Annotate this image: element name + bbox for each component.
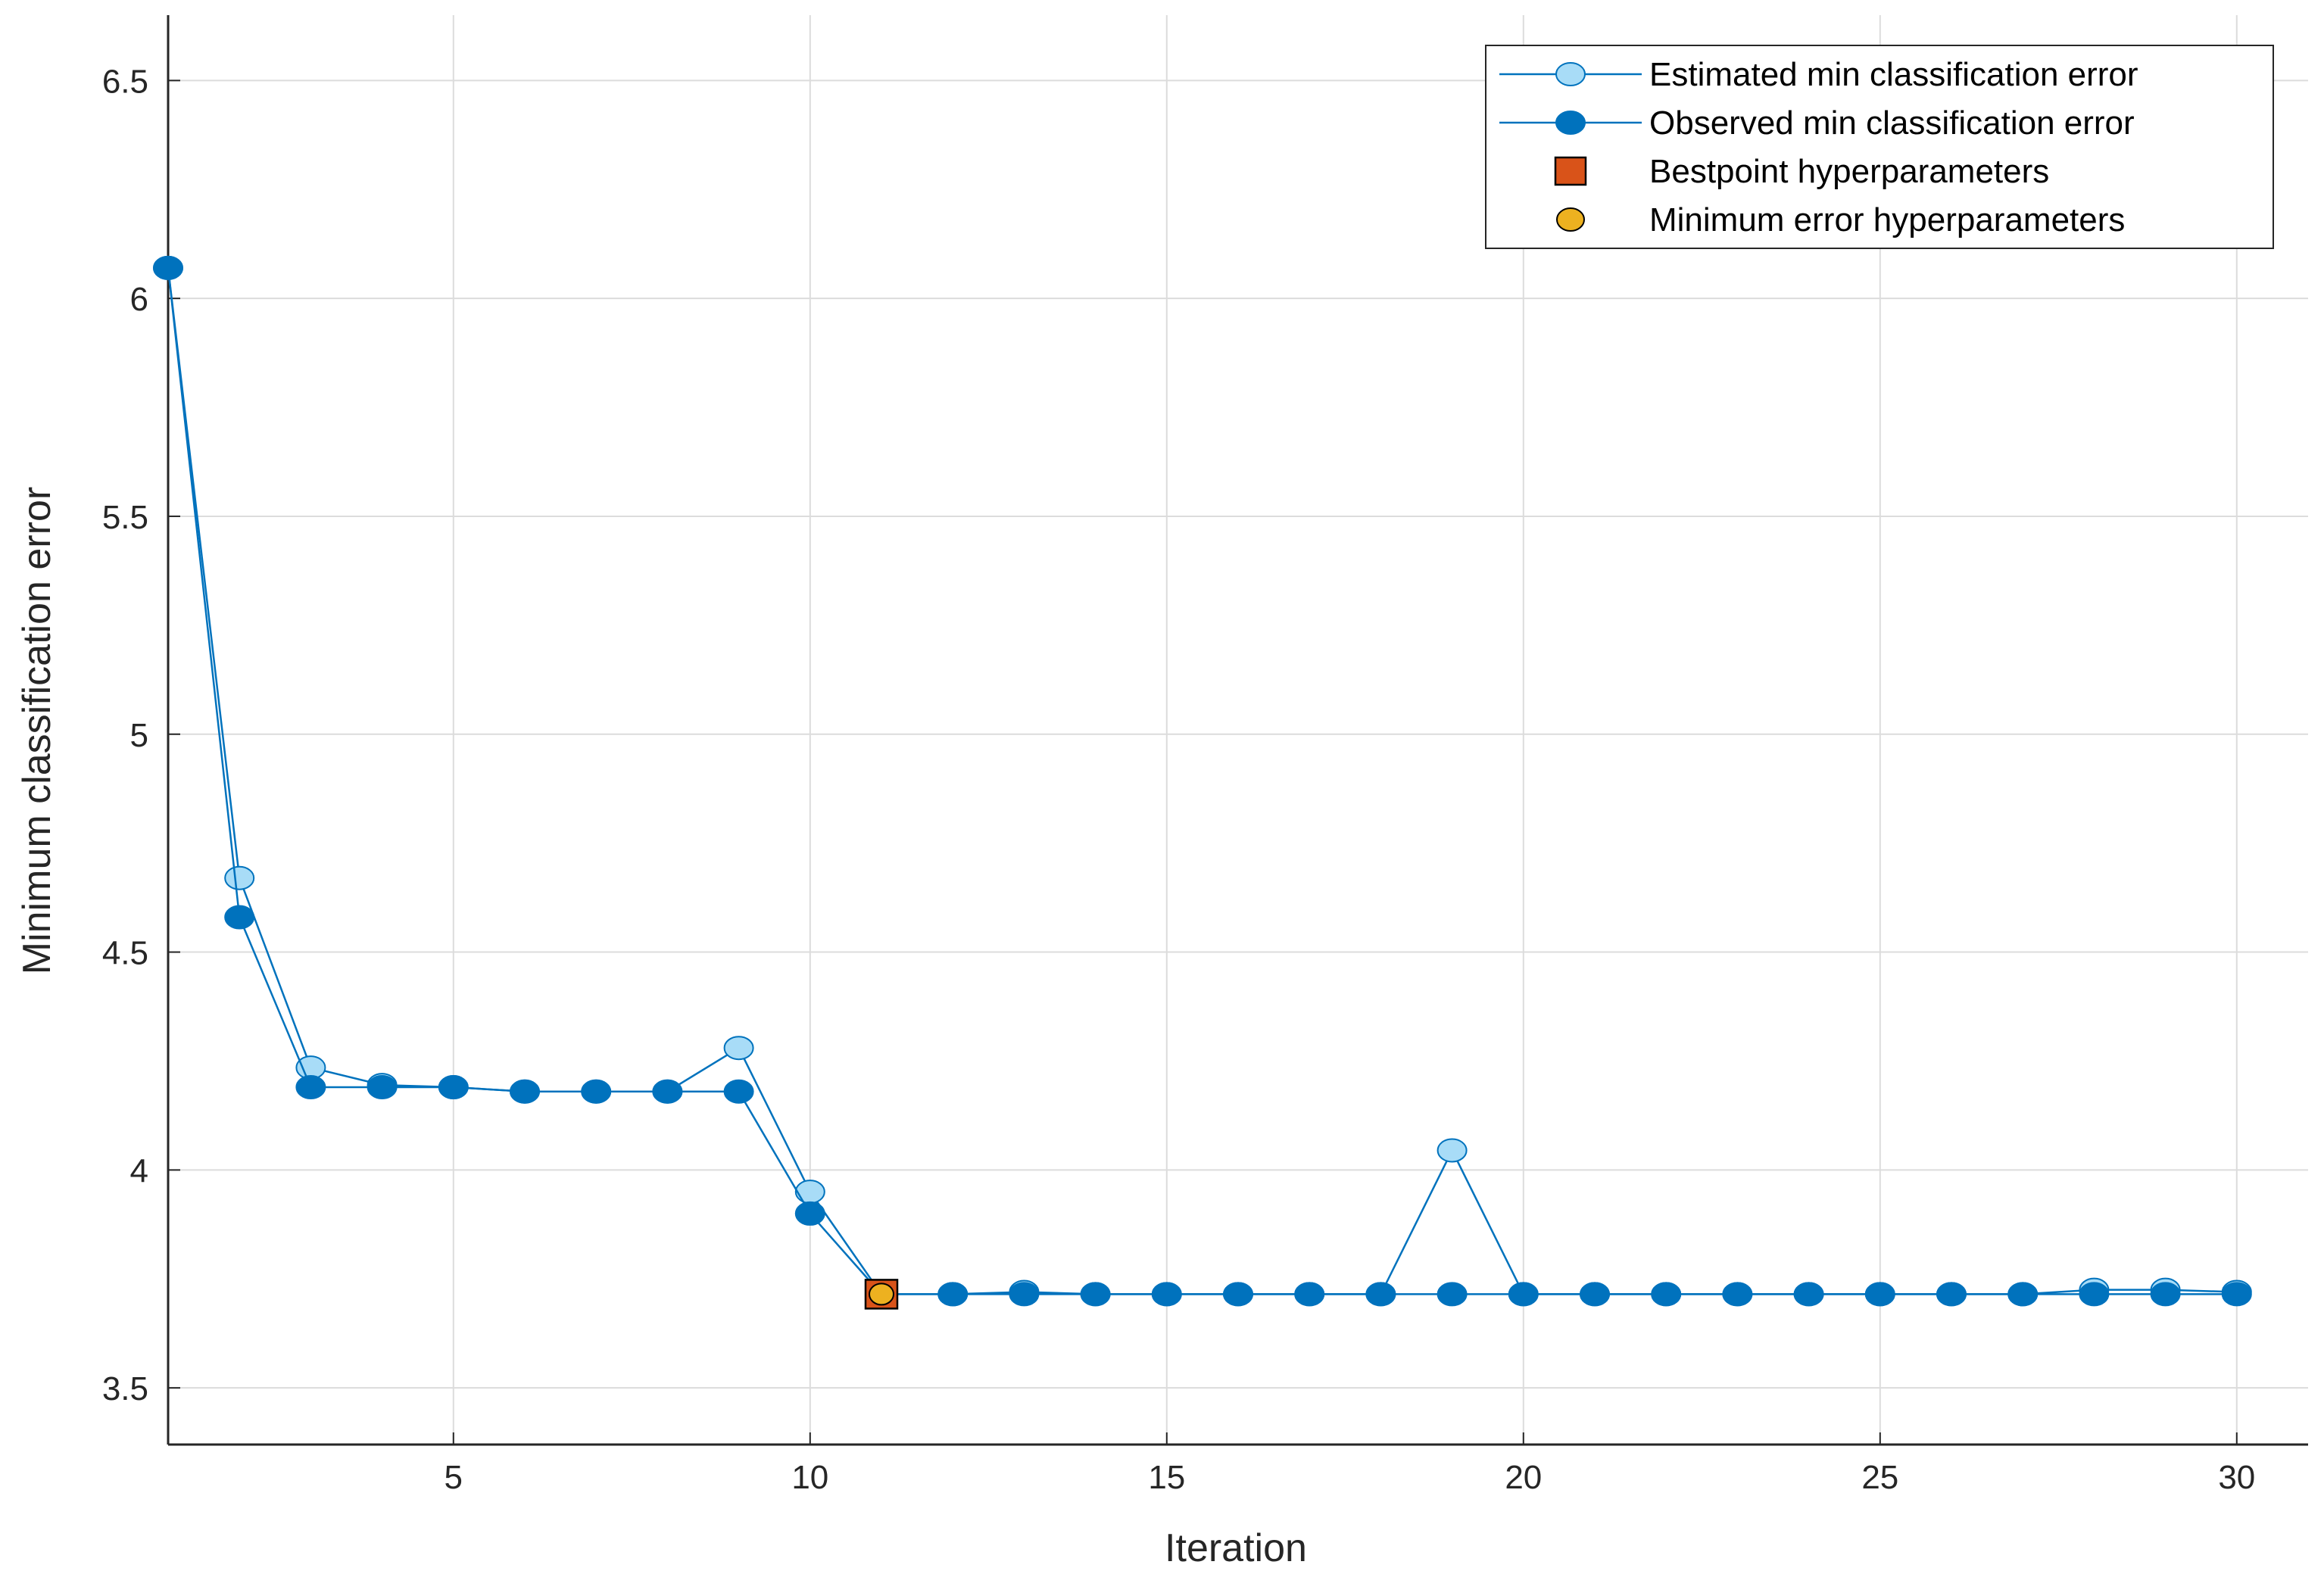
- data-point: [652, 1079, 683, 1104]
- data-point: [224, 905, 255, 930]
- x-axis-title: Iteration: [1165, 1526, 1307, 1570]
- x-tick-label: 5: [445, 1459, 463, 1496]
- x-tick-label: 15: [1148, 1459, 1185, 1496]
- data-point: [438, 1075, 469, 1099]
- data-point: [224, 865, 255, 890]
- series-layer: [153, 255, 2252, 1307]
- minimum-error-marker: [869, 1283, 894, 1306]
- data-point: [2150, 1282, 2181, 1307]
- data-point: [1864, 1282, 1895, 1307]
- x-tick-label: 25: [1861, 1459, 1898, 1496]
- x-tick-label: 20: [1505, 1459, 1542, 1496]
- series-2: [153, 255, 2252, 1307]
- data-point: [295, 1075, 326, 1099]
- data-point: [1151, 1282, 1182, 1307]
- y-tick-label: 6: [130, 281, 148, 318]
- data-point: [1437, 1138, 1468, 1163]
- y-tick-label: 4: [130, 1152, 148, 1189]
- data-point: [1009, 1282, 1040, 1307]
- data-point: [510, 1079, 540, 1104]
- data-point: [1365, 1282, 1396, 1307]
- legend-label: Observed min classification error: [1649, 104, 2135, 142]
- data-point: [1793, 1282, 1824, 1307]
- legend-label: Estimated min classification error: [1649, 56, 2138, 93]
- y-axis-title: Minimum classification error: [15, 487, 59, 974]
- data-point: [153, 255, 183, 280]
- points-layer: [864, 1279, 899, 1310]
- data-point: [937, 1282, 969, 1307]
- legend: Estimated min classification error Observ…: [1485, 45, 2274, 249]
- data-point: [1722, 1282, 1753, 1307]
- data-point: [723, 1036, 754, 1061]
- legend-circle-icon: [1555, 111, 1586, 135]
- y-tick-label: 6.5: [102, 63, 148, 100]
- legend-circle-icon: [1556, 207, 1585, 232]
- y-tick-label: 3.5: [102, 1370, 148, 1407]
- data-point: [794, 1201, 825, 1226]
- legend-circle-icon: [1555, 62, 1586, 86]
- data-point: [1294, 1282, 1325, 1307]
- legend-box: [1485, 45, 2274, 249]
- legend-square-icon: [1554, 156, 1587, 186]
- y-tick-label: 5.5: [102, 499, 148, 536]
- legend-label: Bestpoint hyperparameters: [1649, 153, 2049, 190]
- y-tick-label: 4.5: [102, 935, 148, 972]
- data-point: [2079, 1282, 2110, 1307]
- data-point: [723, 1079, 754, 1104]
- data-point: [1223, 1282, 1253, 1307]
- data-point: [1651, 1282, 1682, 1307]
- data-point: [1508, 1282, 1539, 1307]
- data-point: [1080, 1282, 1111, 1307]
- data-point: [794, 1180, 825, 1205]
- data-point: [2221, 1282, 2252, 1307]
- x-tick-label: 10: [791, 1459, 828, 1496]
- axes: 5 10 15 20 25 30 3.5 4 4.5 5 5.5 6 6.5: [102, 15, 2308, 1496]
- data-point: [367, 1075, 398, 1099]
- x-tick-label: 30: [2218, 1459, 2255, 1496]
- legend-label: Minimum error hyperparameters: [1649, 201, 2125, 238]
- y-tick-label: 5: [130, 717, 148, 754]
- data-point: [1580, 1282, 1610, 1307]
- data-point: [1437, 1282, 1468, 1307]
- data-point: [581, 1079, 612, 1104]
- data-point: [1936, 1282, 1967, 1307]
- data-point: [2007, 1282, 2039, 1307]
- grid: [168, 15, 2308, 1445]
